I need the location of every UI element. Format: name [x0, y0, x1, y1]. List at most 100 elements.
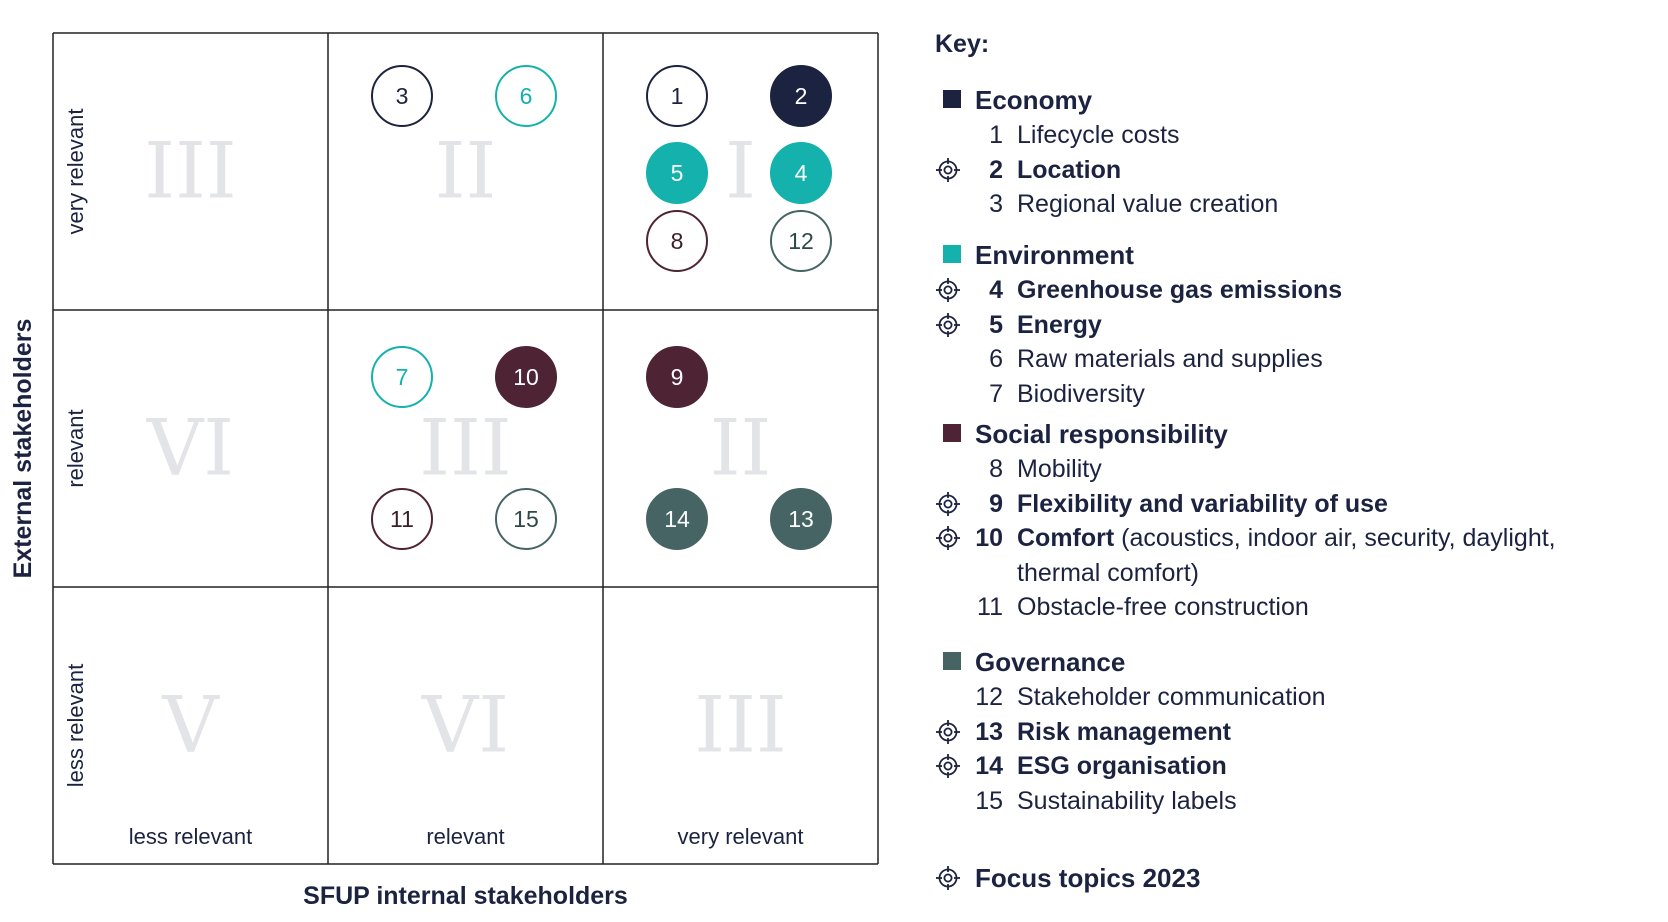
topic-bubble-circle — [646, 210, 708, 272]
topic-bubble-number: 4 — [795, 160, 808, 186]
legend-swatch — [943, 90, 961, 108]
legend-item-text: Stakeholder communication — [1017, 683, 1326, 711]
legend-item-7: 7 Biodiversity — [935, 377, 1635, 411]
topic-bubble-number: 8 — [671, 228, 684, 254]
legend-item-label: Stakeholder communication — [1017, 680, 1326, 714]
legend-item-number: 6 — [989, 345, 1003, 373]
legend-item-13: 13 Risk management — [935, 715, 1635, 749]
topic-bubble-8: 8 — [646, 210, 708, 272]
legend-item-number: 7 — [989, 379, 1003, 408]
legend-item-label: Lifecycle costs — [1017, 118, 1180, 152]
legend-item-5: 5 Energy — [935, 308, 1635, 342]
topic-bubble-12: 12 — [770, 210, 832, 272]
topic-bubble-number: 7 — [396, 364, 409, 390]
topic-bubble-15: 15 — [495, 488, 557, 550]
legend-item-text: ESG organisation — [1017, 752, 1227, 780]
y-axis-title: External stakeholders — [9, 319, 37, 579]
topic-bubble-number: 10 — [513, 364, 539, 390]
legend-item-number: 14 — [975, 752, 1003, 780]
quadrant-roman-0-2: I — [725, 127, 756, 217]
legend-category-label: Governance — [975, 647, 1126, 677]
topic-bubble-circle — [495, 488, 557, 550]
legend-item-note2: thermal comfort) — [1017, 558, 1199, 587]
legend-item-text: Location — [1017, 155, 1122, 184]
legend-item-number: 2 — [989, 155, 1003, 184]
legend-item-label: Location — [1017, 153, 1121, 187]
topic-bubble-circle — [495, 346, 557, 408]
topic-bubble-number: 14 — [664, 506, 690, 532]
legend-item-number: 15 — [975, 786, 1003, 815]
legend-item-number: 11 — [977, 593, 1003, 621]
legend-item-label: Energy — [1017, 308, 1102, 342]
legend-item-number: 1 — [989, 121, 1003, 149]
y-tick-label: less relevant — [63, 664, 88, 788]
topic-bubble-6: 6 — [495, 65, 557, 127]
legend-item-label: Flexibility and variability of use — [1017, 487, 1388, 521]
topic-bubble-number: 12 — [788, 228, 814, 254]
topic-bubble-circle — [371, 346, 433, 408]
legend-item-8: 8 Mobility — [935, 452, 1635, 486]
legend-item-text: Biodiversity — [1017, 379, 1145, 408]
topic-bubble-circle — [770, 210, 832, 272]
topic-bubble-circle — [646, 488, 708, 550]
legend-item-number: 13 — [975, 717, 1003, 746]
legend-item-label: Obstacle-free construction — [1017, 590, 1309, 624]
topic-bubble-number: 15 — [513, 506, 539, 532]
legend-item-label: Greenhouse gas emissions — [1017, 273, 1342, 307]
legend-item-number: 10 — [975, 524, 1003, 552]
topic-bubble-9: 9 — [646, 346, 708, 408]
legend-focus-label: Focus topics 2023 — [975, 863, 1201, 893]
focus-target-icon — [935, 157, 961, 183]
topic-bubble-number: 11 — [390, 506, 414, 532]
quadrant-roman-1-0: VI — [146, 404, 234, 494]
legend-item-4: 4 Greenhouse gas emissions — [935, 273, 1635, 307]
legend-title: Key: — [935, 30, 990, 58]
legend-item-text: Raw materials and supplies — [1017, 345, 1323, 373]
legend-item-1: 1 Lifecycle costs — [935, 118, 1635, 152]
focus-target-icon — [935, 491, 961, 517]
legend-item-number: 12 — [975, 683, 1003, 711]
legend-item-14: 14 ESG organisation — [935, 749, 1635, 783]
legend-item-number: 5 — [989, 310, 1003, 339]
topic-bubble-circle — [770, 142, 832, 204]
legend-item-number: 3 — [989, 190, 1003, 218]
legend-item-label: Sustainability labels — [1017, 784, 1237, 818]
legend-item-number: 9 — [989, 489, 1003, 518]
legend-item-9: 9 Flexibility and variability of use — [935, 487, 1635, 521]
legend-item-text: Obstacle-free construction — [1017, 593, 1309, 621]
legend-swatch — [943, 424, 961, 442]
legend-item-number: 8 — [989, 455, 1003, 483]
topic-bubble-number: 1 — [671, 83, 684, 109]
topic-bubble-5: 5 — [646, 142, 708, 204]
legend-item-label: Mobility — [1017, 452, 1102, 486]
quadrant-roman-1-1: III — [419, 404, 511, 494]
legend-item-note: (acoustics, indoor air, security, daylig… — [1114, 524, 1556, 552]
focus-target-icon — [935, 277, 961, 303]
legend-item-label: Comfort (acoustics, indoor air, security… — [1017, 521, 1556, 555]
topic-bubble-circle — [646, 346, 708, 408]
topic-bubble-1: 1 — [646, 65, 708, 127]
topic-bubble-number: 13 — [788, 506, 814, 532]
focus-target-icon — [935, 525, 961, 551]
topic-bubble-circle — [371, 65, 433, 127]
y-tick-label: relevant — [63, 409, 88, 487]
quadrant-roman-1-2: II — [710, 404, 772, 494]
quadrant-roman-2-2: III — [694, 681, 786, 771]
topic-bubble-13: 13 — [770, 488, 832, 550]
topic-bubble-2: 2 — [770, 65, 832, 127]
topic-bubble-circle — [770, 488, 832, 550]
topic-bubble-7: 7 — [371, 346, 433, 408]
legend-item-text: Regional value creation — [1017, 190, 1279, 218]
focus-target-icon — [935, 865, 961, 891]
focus-target-icon — [935, 719, 961, 745]
topic-bubble-14: 14 — [646, 488, 708, 550]
x-tick-label: very relevant — [678, 824, 804, 849]
legend-swatch — [943, 245, 961, 263]
legend-item-2: 2 Location — [935, 153, 1635, 187]
legend-item-text: Sustainability labels — [1017, 786, 1237, 815]
legend-item-label: Biodiversity — [1017, 377, 1145, 411]
x-tick-label: relevant — [426, 824, 504, 849]
legend-item-3: 3 Regional value creation — [935, 187, 1635, 221]
legend-item-text: Comfort — [1017, 524, 1115, 552]
